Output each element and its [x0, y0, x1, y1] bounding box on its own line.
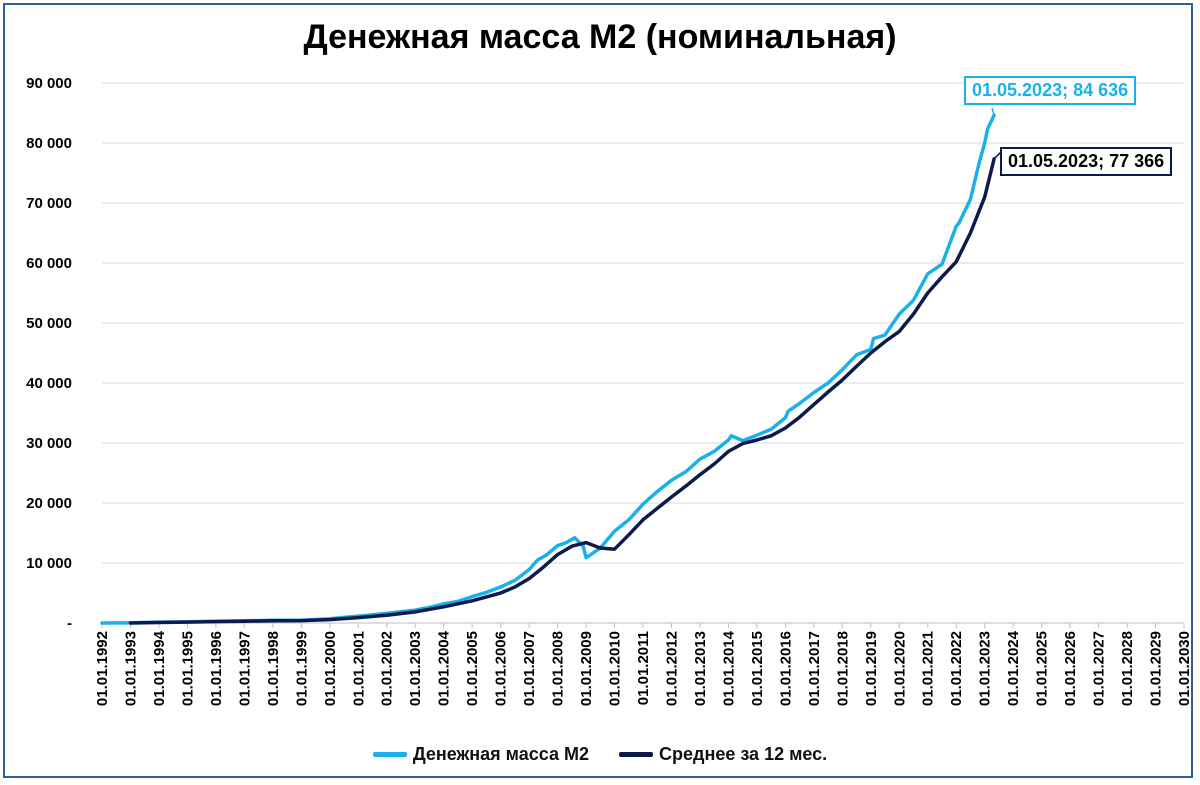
x-tick-label: 01.01.2009 [578, 631, 595, 706]
x-tick-label: 01.01.2029 [1148, 631, 1165, 706]
y-tick-label: 80 000 [26, 135, 72, 152]
x-tick-label: 01.01.1997 [236, 631, 253, 706]
y-tick-label: 10 000 [26, 555, 72, 572]
legend-item-avg: Среднее за 12 мес. [619, 744, 827, 765]
x-tick-label: 01.01.2006 [493, 631, 510, 706]
x-tick-label: 01.01.2030 [1176, 631, 1193, 706]
x-tick-label: 01.01.2024 [1005, 630, 1022, 706]
series-line-avg [128, 157, 996, 625]
x-tick-label: 01.01.2004 [436, 630, 453, 706]
legend-swatch-m2 [372, 752, 407, 757]
x-tick-label: 01.01.2027 [1091, 631, 1108, 706]
x-tick-label: 01.01.2015 [749, 631, 766, 706]
y-tick-label: 70 000 [26, 195, 72, 212]
x-axis-ticks: 01.01.1992 01.01.1993 01.01.1994 01.01.1995… [94, 623, 1193, 706]
avg-last-value-callout: 01.05.2023; 77 366 [1000, 147, 1173, 176]
legend-swatch-avg [619, 752, 654, 757]
x-tick-label: 01.01.2013 [692, 631, 709, 706]
x-tick-label: 01.01.2020 [891, 631, 908, 706]
series-lines [100, 107, 1004, 625]
x-tick-label: 01.01.2018 [834, 631, 851, 706]
chart-title: Денежная масса M2 (номинальная) [303, 18, 897, 56]
legend-label-avg: Среднее за 12 мес. [659, 744, 828, 764]
y-tick-label: 20 000 [26, 495, 72, 512]
chart-frame [3, 3, 1193, 778]
x-tick-label: 01.01.2026 [1062, 631, 1079, 706]
y-tick-label: - [67, 615, 72, 632]
legend-item-m2: Денежная масса M2 [372, 744, 590, 765]
x-tick-label: 01.01.1998 [265, 631, 282, 706]
callout-leader-m2 [991, 107, 995, 116]
x-tick-label: 01.01.2001 [350, 631, 367, 706]
legend: Денежная масса M2 Среднее за 12 мес. [0, 744, 1200, 765]
x-tick-label: 01.01.2016 [777, 631, 794, 706]
x-tick-label: 01.01.1994 [151, 630, 168, 706]
x-tick-label: 01.01.2028 [1119, 631, 1136, 706]
x-tick-label: 01.01.2005 [464, 631, 481, 706]
y-tick-label: 40 000 [26, 375, 72, 392]
x-tick-label: 01.01.2008 [550, 631, 567, 706]
x-tick-label: 01.01.2023 [977, 631, 994, 706]
x-tick-label: 01.01.1993 [122, 631, 139, 706]
y-axis-ticks: - 10 000 20 000 30 000 40 000 50 000 60 000 70 … [26, 75, 72, 632]
x-tick-label: 01.01.2014 [720, 630, 737, 706]
legend-label-m2: Денежная масса M2 [412, 744, 590, 764]
x-tick-label: 01.01.1996 [208, 631, 225, 706]
x-tick-label: 01.01.2022 [948, 631, 965, 706]
series-line-m2 [100, 113, 996, 625]
x-tick-label: 01.01.2000 [322, 631, 339, 706]
x-tick-label: 01.01.2007 [521, 631, 538, 706]
y-tick-label: 60 000 [26, 255, 72, 272]
x-tick-label: 01.01.2025 [1034, 631, 1051, 706]
x-tick-label: 01.01.2002 [379, 631, 396, 706]
x-tick-label: 01.01.1999 [293, 631, 310, 706]
x-tick-label: 01.01.2019 [863, 631, 880, 706]
m2-last-value-callout: 01.05.2023; 84 636 [964, 76, 1137, 105]
y-tick-label: 30 000 [26, 435, 72, 452]
x-tick-label: 01.01.2012 [663, 631, 680, 706]
x-tick-label: 01.01.2011 [635, 631, 652, 705]
y-tick-label: 90 000 [26, 75, 72, 92]
x-tick-label: 01.01.2021 [920, 631, 937, 706]
y-tick-label: 50 000 [26, 315, 72, 332]
x-tick-label: 01.01.2003 [407, 631, 424, 706]
x-tick-label: 01.01.2017 [806, 631, 823, 706]
x-tick-label: 01.01.1992 [94, 631, 111, 706]
x-tick-label: 01.01.2010 [607, 631, 624, 706]
x-tick-label: 01.01.1995 [179, 631, 196, 706]
